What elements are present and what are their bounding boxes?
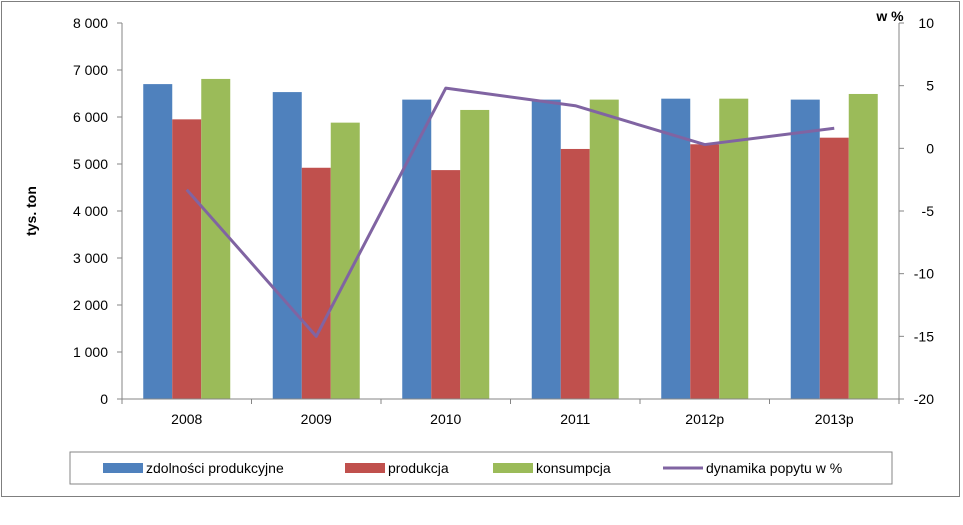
series-line (185, 86, 835, 338)
y2-tick-label: 10 (918, 15, 934, 31)
bar (201, 78, 231, 400)
legend-swatch (493, 463, 533, 473)
y2-tick-label: -10 (914, 266, 934, 282)
legend-swatch (345, 463, 385, 473)
legend-label: dynamika popytu w % (706, 460, 842, 476)
bar (690, 144, 720, 399)
line-layer (185, 86, 835, 338)
bar (431, 170, 461, 399)
bar (172, 119, 202, 399)
x-tick-label: 2013p (815, 411, 854, 427)
bar (661, 98, 691, 400)
legend-swatch (103, 463, 143, 473)
bar (848, 93, 878, 399)
x-tick-label: 2008 (171, 411, 202, 427)
x-tick-label: 2010 (430, 411, 461, 427)
y2-axis-title: w % (875, 8, 904, 24)
x-tick-label: 2011 (560, 411, 590, 427)
legend-box (69, 451, 893, 485)
y2-tick-label: -20 (914, 391, 934, 407)
y2-tick-label: 5 (926, 78, 934, 94)
y-tick-label: 8 000 (73, 15, 108, 31)
y-tick-label: 2 000 (73, 297, 108, 313)
y-axis-title: tys. ton (23, 186, 39, 236)
y2-tick-label: -15 (914, 328, 934, 344)
bar (402, 99, 432, 400)
axes-layer: 0 1 000 2 000 3 000 4 000 5 000 6 000 7 000 8 00… (73, 15, 934, 427)
bar (819, 137, 849, 399)
y-tick-label: 4 000 (73, 203, 108, 219)
bars-layer (143, 78, 878, 400)
legend-label: produkcja (388, 460, 449, 476)
bar (143, 84, 173, 399)
bar (589, 99, 619, 400)
x-tick-label: 2009 (301, 411, 332, 427)
bar (272, 92, 302, 399)
y-tick-label: 7 000 (73, 62, 108, 78)
y-tick-label: 5 000 (73, 156, 108, 172)
bar (460, 109, 490, 399)
x-tick-label: 2012p (685, 411, 724, 427)
bar (301, 167, 331, 399)
bar (719, 98, 749, 400)
y-tick-label: 3 000 (73, 250, 108, 266)
bar (790, 99, 820, 400)
y-tick-label: 0 (100, 391, 108, 407)
bar (531, 99, 561, 400)
legend-label: konsumpcja (536, 460, 611, 476)
y-tick-label: 1 000 (73, 344, 108, 360)
y-tick-label: 6 000 (73, 109, 108, 125)
legend-label: zdolności produkcyjne (146, 460, 284, 476)
bar (560, 148, 590, 399)
legend: zdolności produkcyjne produkcja konsumpcja… (69, 451, 893, 485)
y2-tick-label: 0 (926, 140, 934, 156)
y2-tick-label: -5 (922, 203, 935, 219)
